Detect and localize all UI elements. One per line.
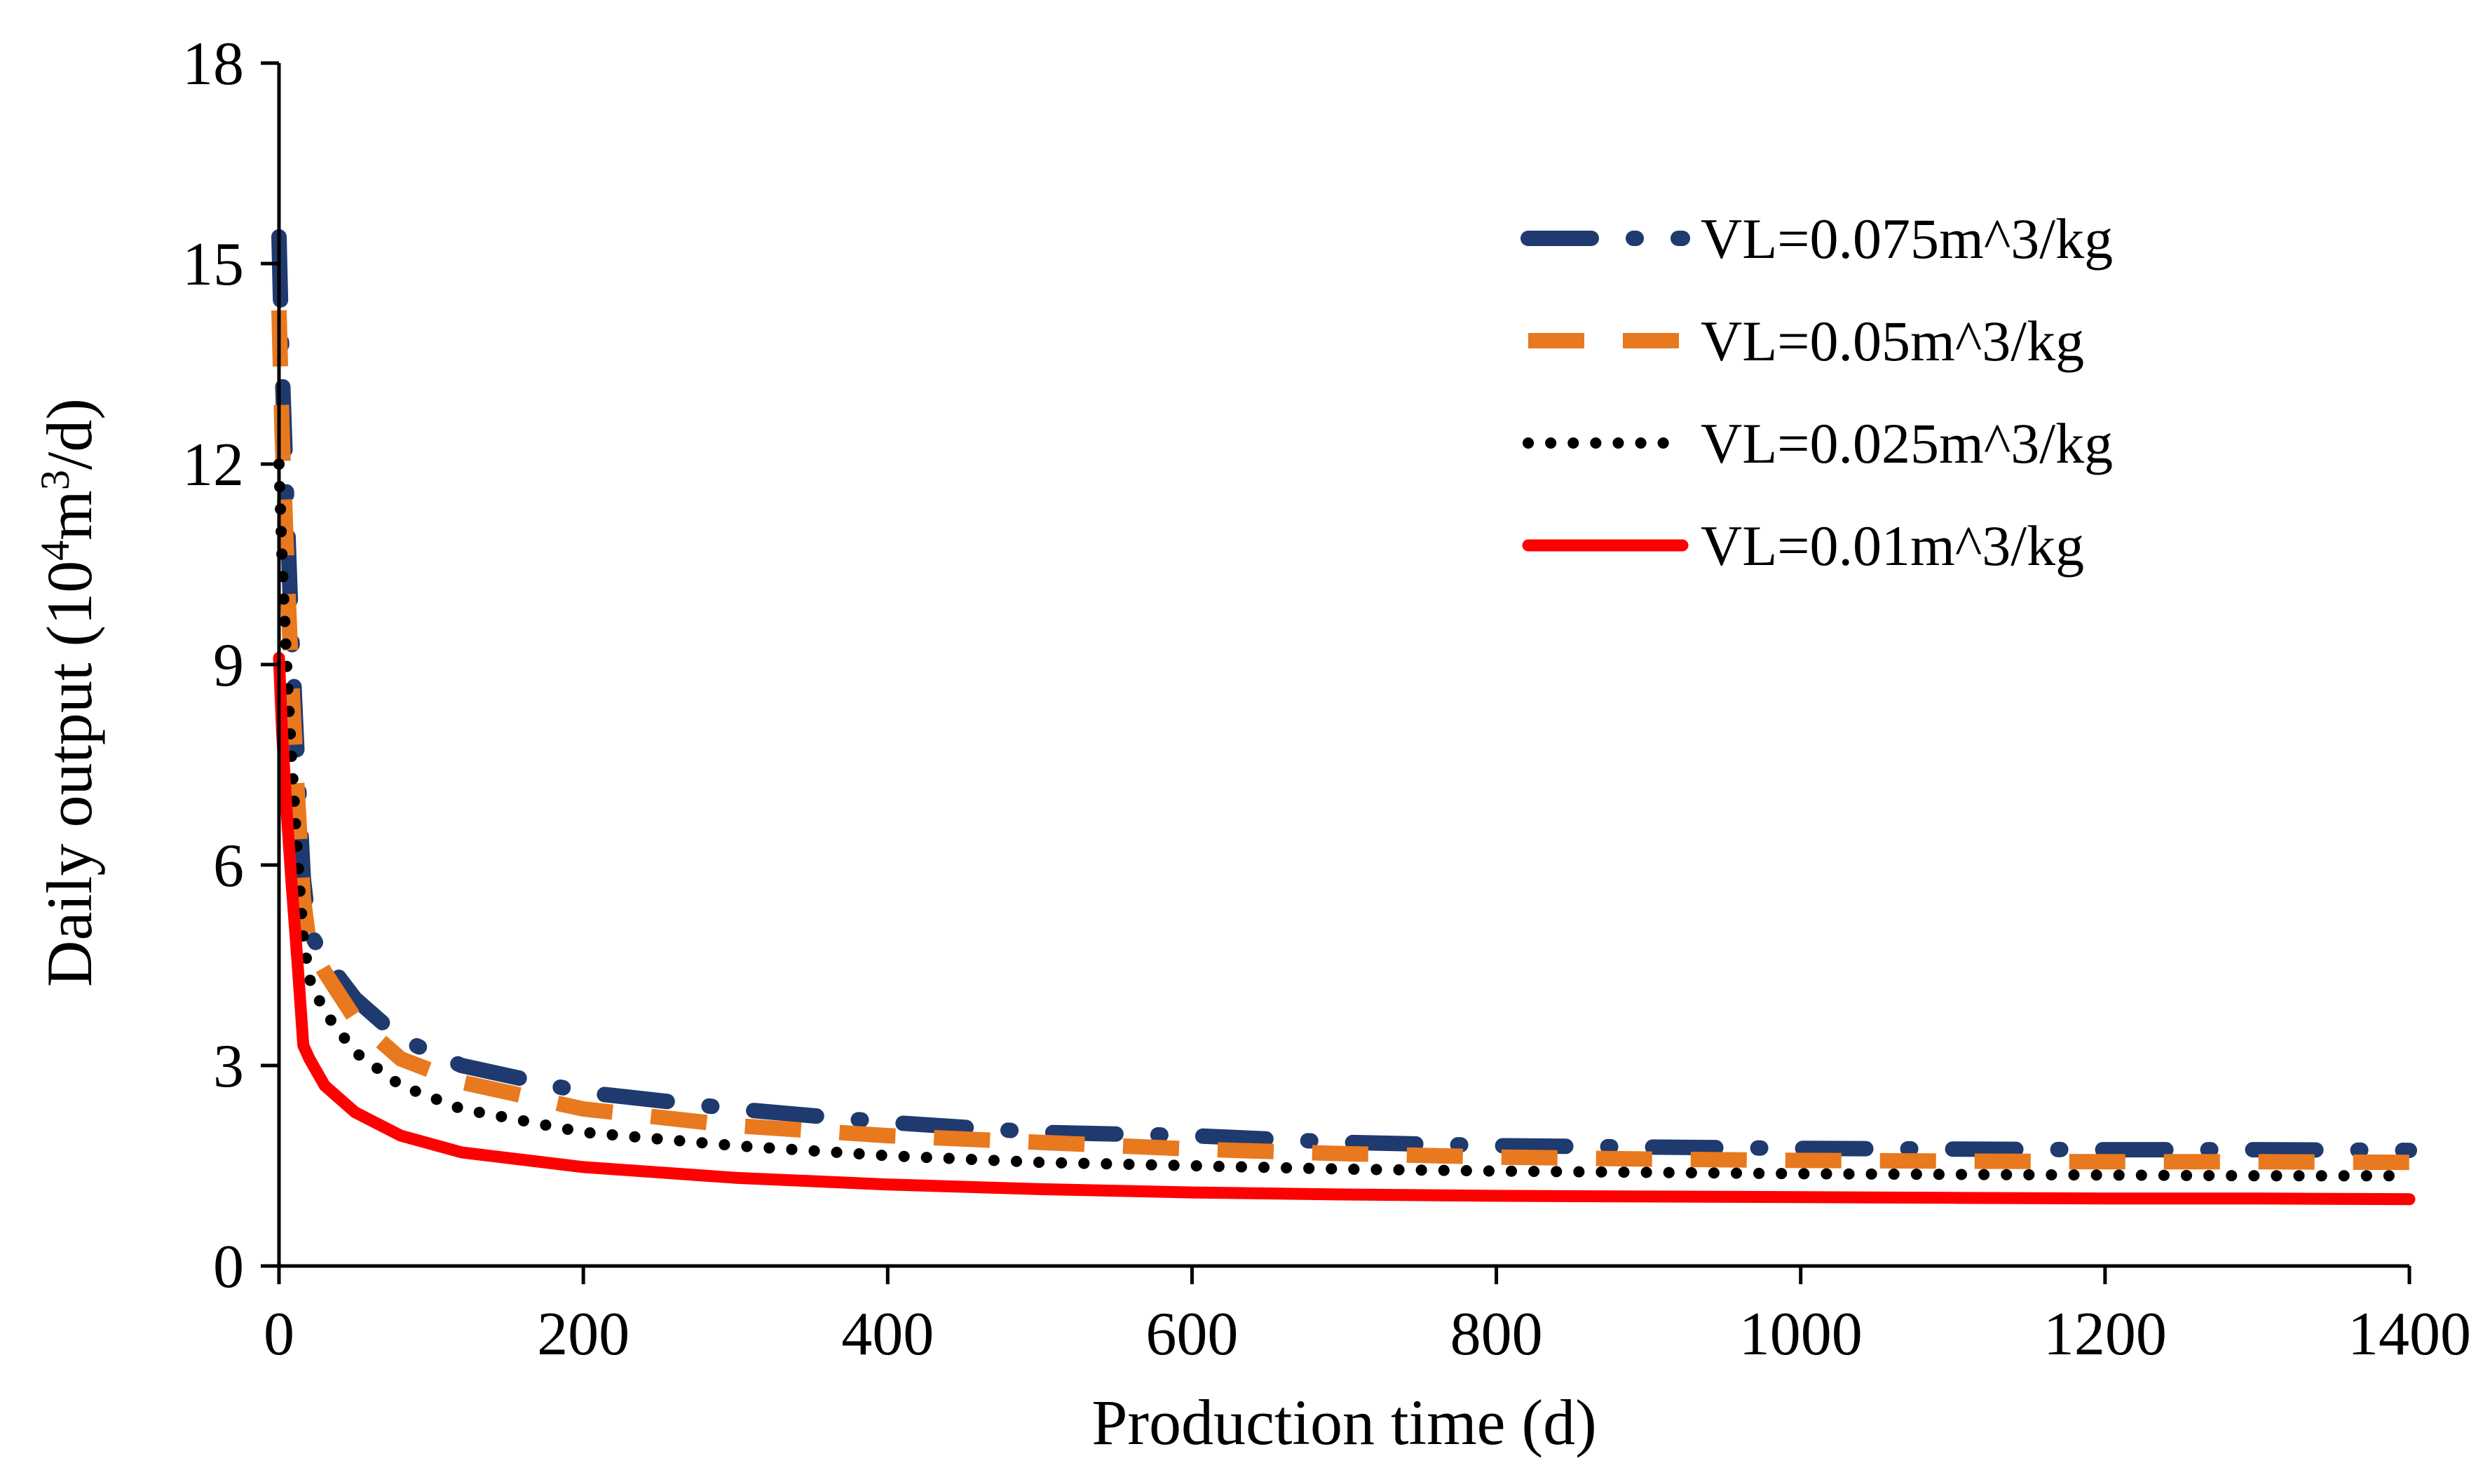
x-tick-label: 400: [841, 1300, 934, 1368]
plot-series-group: [271, 229, 2417, 1206]
y-axis-title-exp2: 3: [32, 470, 78, 490]
y-axis-title-mid: m: [34, 490, 105, 540]
legend-label-2: VL=0.05m^3/kg: [1701, 309, 2084, 373]
y-axis-title-prefix: Daily output (10: [34, 561, 105, 987]
y-tick-label: 6: [213, 832, 244, 900]
legend-label-4: VL=0.01m^3/kg: [1701, 514, 2084, 578]
x-tick-label: 0: [264, 1300, 294, 1368]
y-tick-label: 0: [213, 1233, 244, 1301]
x-tick-label: 1400: [2348, 1300, 2471, 1368]
series-line-3: [273, 458, 2415, 1182]
legend-label-3: VL=0.025m^3/kg: [1701, 411, 2113, 475]
y-tick-label: 3: [213, 1033, 244, 1101]
series-line-1: [271, 229, 2417, 1159]
y-tick-label: 18: [182, 30, 244, 98]
y-tick-label: 12: [182, 431, 244, 499]
y-tick-label: 15: [182, 231, 244, 299]
x-tick-label: 600: [1145, 1300, 1238, 1368]
legend: VL=0.075m^3/kg VL=0.05m^3/kg VL=0.025m^3/k…: [1520, 207, 2113, 578]
y-axis-title-suffix: /d): [34, 398, 105, 470]
ticks-group: 0 3 6 9 12 15 18 0 200 400 600 800 1000 1200 1400: [182, 30, 2471, 1368]
x-axis-title: Production time (d): [1091, 1387, 1597, 1458]
y-axis-title: Daily output (104m3/d): [32, 398, 106, 987]
series-line-2: [271, 310, 2410, 1171]
x-tick-label: 1200: [2043, 1300, 2167, 1368]
y-tick-label: 9: [213, 632, 244, 700]
x-tick-label: 200: [537, 1300, 630, 1368]
x-tick-label: 1000: [1739, 1300, 1863, 1368]
x-tick-label: 800: [1450, 1300, 1543, 1368]
series-line-4: [273, 652, 2416, 1206]
legend-label-1: VL=0.075m^3/kg: [1701, 207, 2113, 271]
y-axis-title-exp1: 4: [32, 540, 78, 561]
